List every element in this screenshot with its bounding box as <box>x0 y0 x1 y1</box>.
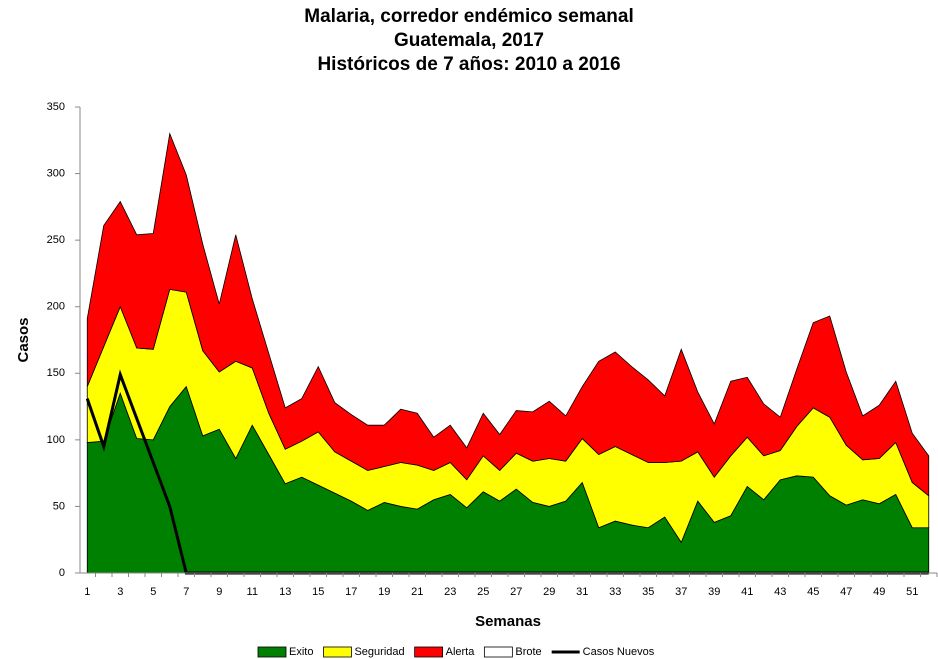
x-tick-label: 19 <box>378 586 390 598</box>
x-axis-title: Semanas <box>475 613 541 630</box>
chart-title: Históricos de 7 años: 2010 a 2016 <box>317 54 620 75</box>
legend-swatch <box>483 646 513 658</box>
x-tick-label: 41 <box>741 586 753 598</box>
x-tick-label: 9 <box>216 586 222 598</box>
x-tick-label: 39 <box>708 586 720 598</box>
x-tick-label: 25 <box>477 586 489 598</box>
x-tick-label: 37 <box>675 586 687 598</box>
x-tick-label: 27 <box>510 586 522 598</box>
legend-label: Casos Nuevos <box>583 646 655 658</box>
legend-swatch <box>414 646 444 658</box>
x-tick-label: 29 <box>543 586 555 598</box>
x-tick-label: 7 <box>183 586 189 598</box>
legend-swatch <box>257 646 287 658</box>
legend-label: Exito <box>289 646 313 658</box>
y-tick-label: 50 <box>53 500 65 512</box>
x-tick-label: 31 <box>576 586 588 598</box>
legend-swatch <box>323 646 352 658</box>
y-axis-title: Casos <box>15 317 32 362</box>
x-tick-label: 33 <box>609 586 621 598</box>
x-tick-label: 45 <box>807 586 819 598</box>
x-tick-label: 21 <box>411 586 423 598</box>
x-tick-label: 23 <box>444 586 456 598</box>
x-tick-label: 49 <box>873 586 885 598</box>
x-tick-label: 3 <box>117 586 123 598</box>
y-tick-label: 300 <box>47 167 65 179</box>
legend-label: Seguridad <box>354 646 404 658</box>
x-tick-label: 43 <box>774 586 786 598</box>
x-tick-label: 1 <box>84 586 90 598</box>
y-tick-label: 100 <box>47 434 65 446</box>
x-tick-label: 15 <box>312 586 324 598</box>
chart-title: Malaria, corredor endémico semanal <box>304 6 633 27</box>
x-tick-label: 17 <box>345 586 357 598</box>
y-tick-label: 150 <box>47 367 65 379</box>
x-tick-label: 51 <box>906 586 918 598</box>
area <box>86 132 930 497</box>
x-tick-label: 11 <box>247 586 258 598</box>
chart-title: Guatemala, 2017 <box>394 30 544 51</box>
y-tick-label: 250 <box>47 234 65 246</box>
y-tick-label: 0 <box>59 567 65 579</box>
x-tick-label: 35 <box>642 586 654 598</box>
x-tick-label: 5 <box>150 586 156 598</box>
plot-area <box>85 132 930 575</box>
legend-label: Alerta <box>446 646 476 658</box>
legend-label: Brote <box>515 646 541 658</box>
y-tick-label: 350 <box>47 101 65 113</box>
y-tick-label: 200 <box>47 301 65 313</box>
x-tick-label: 47 <box>840 586 852 598</box>
x-tick-label: 13 <box>279 586 291 598</box>
